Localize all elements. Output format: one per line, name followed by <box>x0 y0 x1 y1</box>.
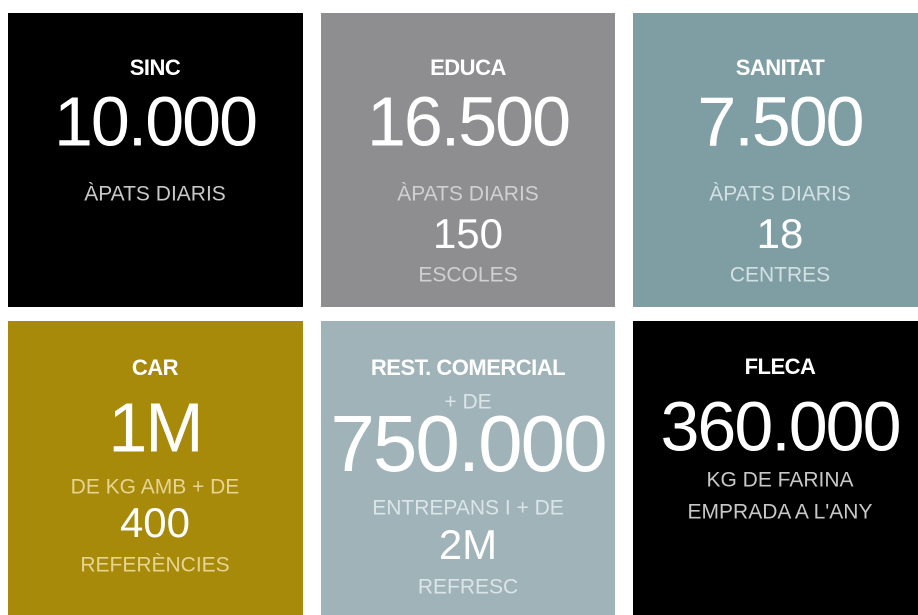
big-number: 7.500 <box>697 82 862 160</box>
big-number: 1M <box>108 388 201 466</box>
tile <box>8 321 303 615</box>
big-number: 360.000 <box>660 387 899 465</box>
caption: REFERÈNCIES <box>80 554 229 577</box>
tile <box>633 13 918 307</box>
number: 400 <box>120 499 190 546</box>
tile-title: EDUCA <box>430 55 506 80</box>
caption: DE KG AMB + DE <box>71 476 240 499</box>
tile <box>321 13 615 307</box>
tile-title: SANITAT <box>736 55 826 80</box>
caption: ÀPATS DIARIS <box>397 183 539 206</box>
caption: CENTRES <box>730 264 830 287</box>
number: 2M <box>439 521 497 568</box>
tile-title: SINC <box>130 55 181 80</box>
big-number: 750.000 <box>330 399 605 488</box>
tile-title: CAR <box>132 355 179 380</box>
caption: + DE <box>444 391 491 414</box>
tile <box>321 321 615 615</box>
tile-title: REST. COMERCIAL <box>371 355 565 380</box>
caption: EMPRADA A L'ANY <box>688 501 873 524</box>
caption: REFRESC <box>418 576 518 599</box>
tile-title: FLECA <box>745 354 816 379</box>
tile <box>633 321 918 615</box>
number: 150 <box>433 210 503 257</box>
caption: ÀPATS DIARIS <box>84 183 226 206</box>
number: 18 <box>757 210 804 257</box>
caption: ÀPATS DIARIS <box>709 183 851 206</box>
big-number: 10.000 <box>54 82 256 160</box>
big-number: 16.500 <box>367 82 569 160</box>
tile <box>8 13 303 307</box>
caption: ENTREPANS I + DE <box>372 497 564 520</box>
caption: ESCOLES <box>418 264 517 287</box>
caption: KG DE FARINA <box>706 469 853 492</box>
